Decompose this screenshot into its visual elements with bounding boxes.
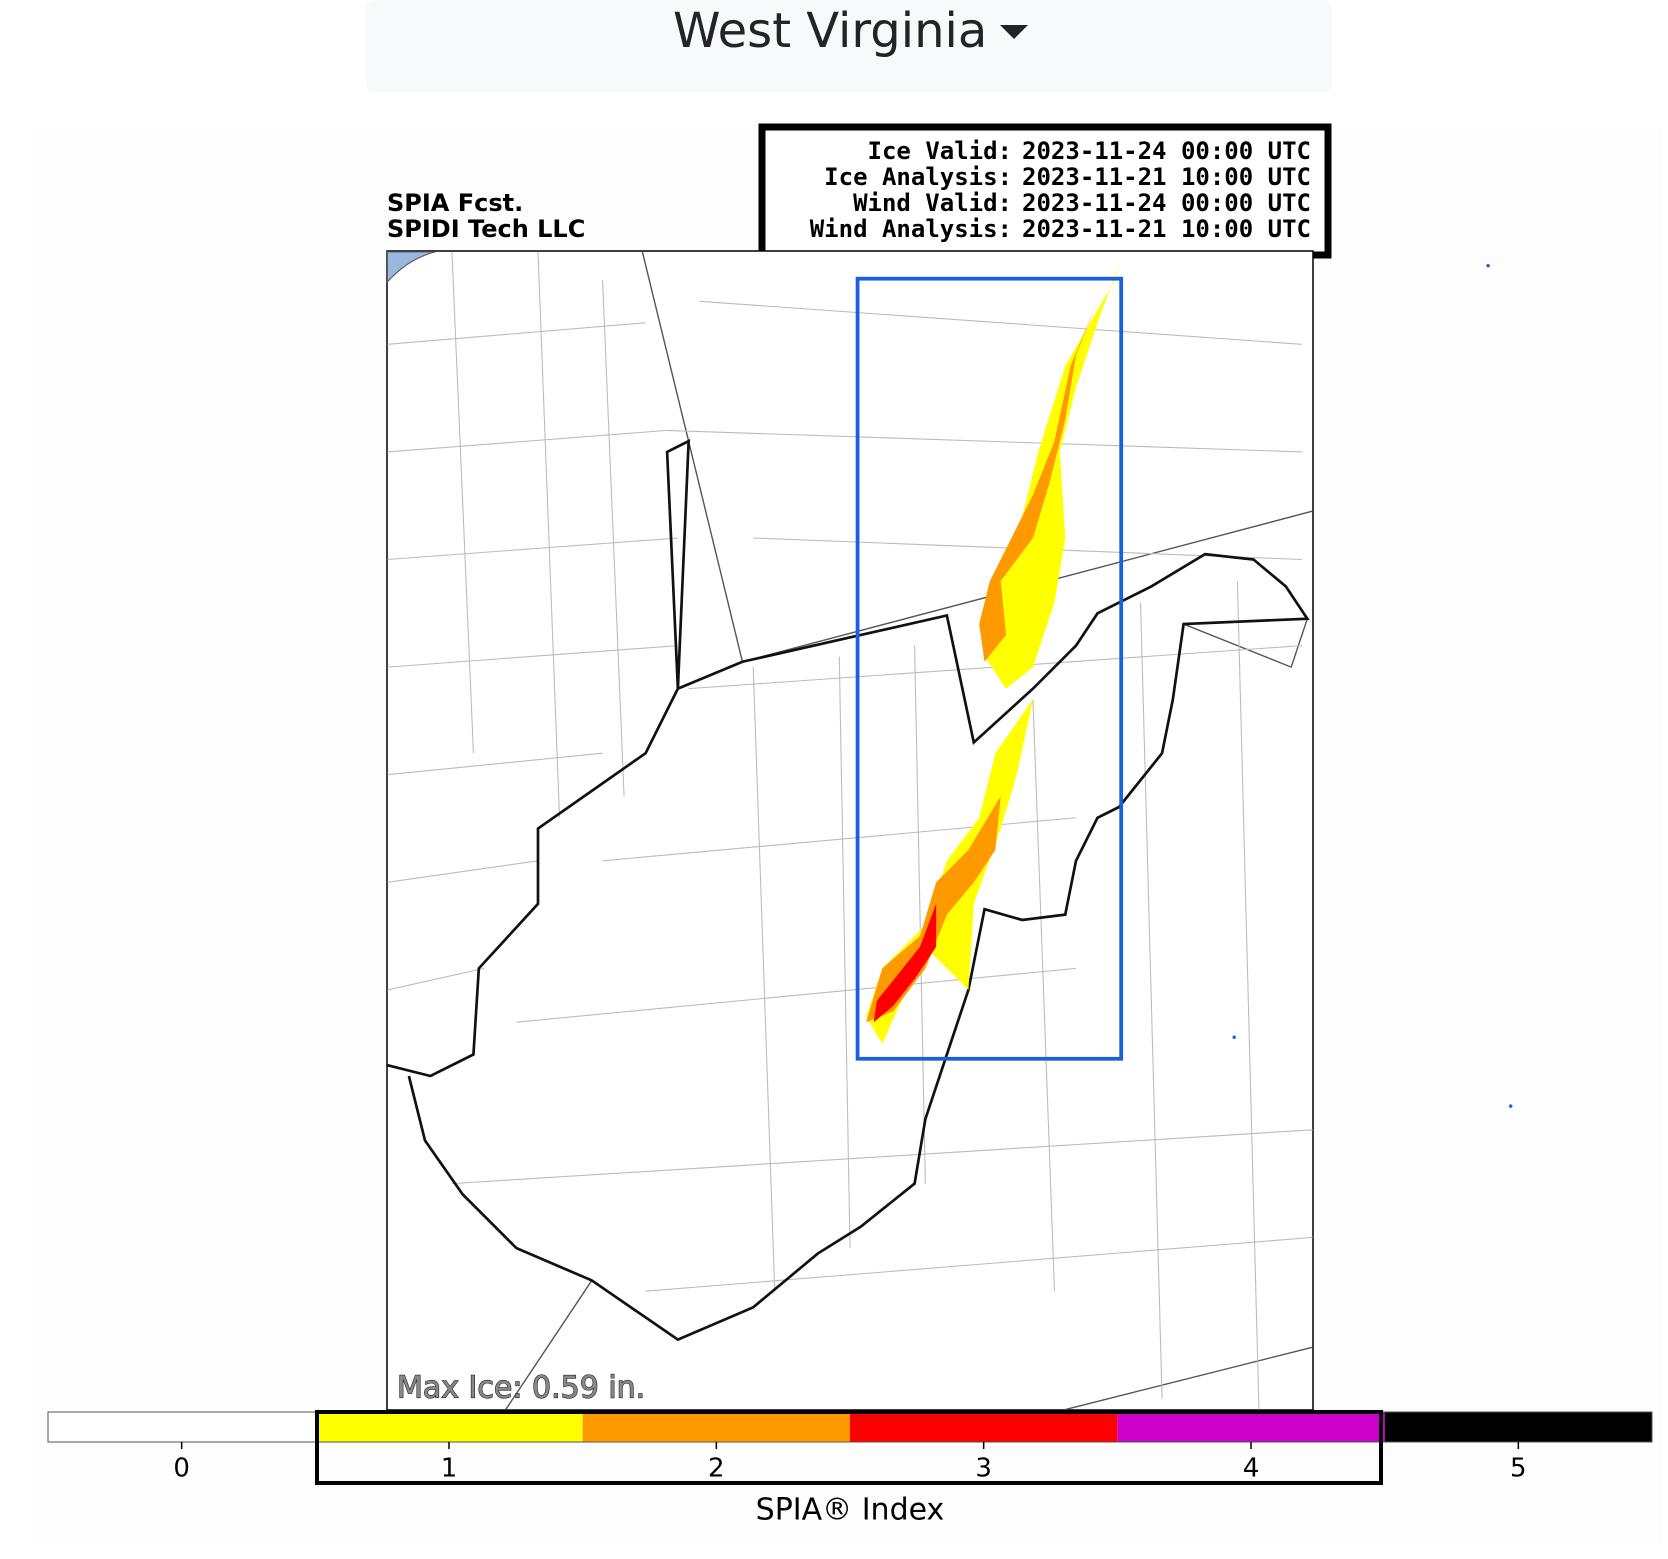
colorbar-tick-label: 2: [708, 1454, 725, 1484]
ice-area: [866, 796, 1001, 1023]
colorbar-label: SPIA® Index: [756, 1493, 945, 1528]
colorbar: 0 1 2 3 4 5: [47, 1411, 1653, 1484]
info-label: Wind Analysis:: [810, 215, 1012, 243]
map-features: [386, 251, 1513, 1411]
colorbar-segment: [850, 1412, 1118, 1442]
colorbar-tick-label: 0: [173, 1454, 190, 1484]
dropdown-button[interactable]: [366, 0, 1332, 92]
colorbar-tick-label: 4: [1243, 1454, 1260, 1484]
info-value: 2023-11-24 00:00 UTC: [1022, 189, 1311, 217]
highlight-box[interactable]: [855, 276, 1124, 1061]
info-line: Wind Analysis: 2023-11-21 10:00 UTC: [810, 215, 1311, 243]
lake: [386, 251, 436, 284]
info-line: Ice Valid: 2023-11-24 00:00 UTC: [868, 137, 1311, 165]
source-label: SPIDI Tech LLC: [387, 215, 585, 243]
dot: [1232, 1035, 1236, 1039]
ice-area: [873, 903, 937, 1023]
colorbar-segment: [315, 1412, 583, 1442]
info-value: 2023-11-21 10:00 UTC: [1022, 215, 1311, 243]
colorbar-highlight: [315, 1410, 1383, 1485]
info-value: 2023-11-24 00:00 UTC: [1022, 137, 1311, 165]
dropdown-caret[interactable]: [1000, 25, 1028, 39]
colorbar-tick-label: 3: [975, 1454, 992, 1484]
colorbar-tick-label: 5: [1510, 1454, 1527, 1484]
map: Max Ice: 0.59 in.: [386, 250, 1513, 1411]
colorbar-segment: [582, 1412, 850, 1442]
max-ice-annotation: Max Ice: 0.59 in.: [397, 1371, 645, 1406]
info-value: 2023-11-21 10:00 UTC: [1022, 163, 1311, 191]
colorbar-segment: [48, 1412, 316, 1442]
info-line: Ice Analysis: 2023-11-21 10:00 UTC: [824, 163, 1311, 191]
state-line: [1183, 618, 1309, 669]
ice-area: [979, 301, 1098, 662]
info-line: Wind Valid: 2023-11-24 00:00 UTC: [853, 189, 1311, 217]
state-outline: [387, 438, 1310, 1342]
info-label: Ice Analysis:: [824, 163, 1012, 191]
info-label: Ice Valid:: [868, 137, 1013, 165]
colorbar-segment: [1117, 1412, 1385, 1442]
dropdown-label[interactable]: West Virginia: [673, 3, 987, 59]
state-line: [505, 1280, 1313, 1411]
colorbar-segment: [1384, 1412, 1652, 1442]
info-label: Wind Valid:: [853, 189, 1012, 217]
colorbar-tick-label: 1: [441, 1454, 458, 1484]
dot: [1508, 1104, 1513, 1108]
product-label: SPIA Fcst.: [387, 189, 523, 217]
dot: [1486, 264, 1490, 268]
ice-area: [984, 263, 1120, 689]
